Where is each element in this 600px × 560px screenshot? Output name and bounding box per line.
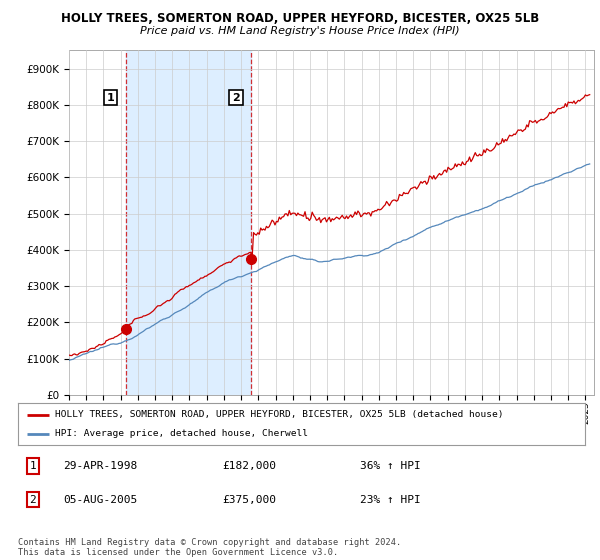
Text: HOLLY TREES, SOMERTON ROAD, UPPER HEYFORD, BICESTER, OX25 5LB (detached house): HOLLY TREES, SOMERTON ROAD, UPPER HEYFOR…	[55, 410, 503, 419]
Bar	[127, 50, 251, 395]
Text: 05-AUG-2005: 05-AUG-2005	[63, 494, 137, 505]
Text: 2: 2	[29, 494, 37, 505]
Text: £375,000: £375,000	[222, 494, 276, 505]
Text: Price paid vs. HM Land Registry's House Price Index (HPI): Price paid vs. HM Land Registry's House …	[140, 26, 460, 36]
Text: 29-APR-1998: 29-APR-1998	[63, 461, 137, 471]
Text: 1: 1	[29, 461, 37, 471]
Text: 2: 2	[232, 92, 240, 102]
Text: 36% ↑ HPI: 36% ↑ HPI	[360, 461, 421, 471]
Text: £182,000: £182,000	[222, 461, 276, 471]
Text: HOLLY TREES, SOMERTON ROAD, UPPER HEYFORD, BICESTER, OX25 5LB: HOLLY TREES, SOMERTON ROAD, UPPER HEYFOR…	[61, 12, 539, 25]
Text: Contains HM Land Registry data © Crown copyright and database right 2024.
This d: Contains HM Land Registry data © Crown c…	[18, 538, 401, 557]
Text: HPI: Average price, detached house, Cherwell: HPI: Average price, detached house, Cher…	[55, 430, 308, 438]
Text: 23% ↑ HPI: 23% ↑ HPI	[360, 494, 421, 505]
Text: 1: 1	[107, 92, 115, 102]
